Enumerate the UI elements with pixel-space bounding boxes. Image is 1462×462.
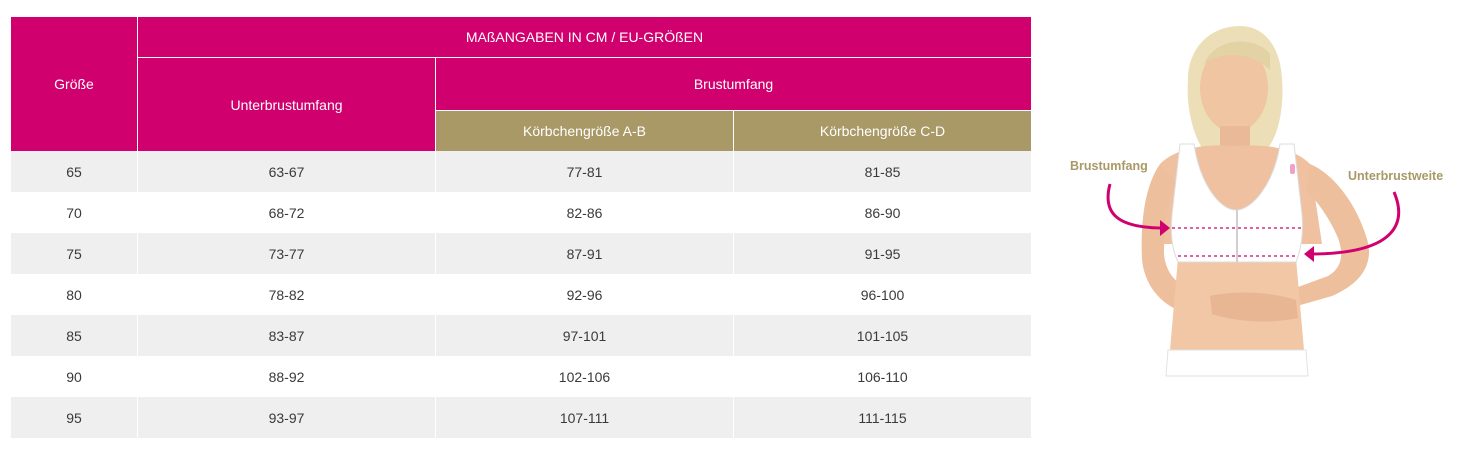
table-row: 80 78-82 92-96 96-100: [11, 274, 1031, 315]
hands-shape: [1210, 292, 1298, 322]
size-chart-table: Größe MAßANGABEN IN CM / EU-GRÖßEN Unter…: [11, 17, 1031, 438]
underbust-cell: 88-92: [137, 356, 435, 397]
cup-cd-cell: 101-105: [733, 315, 1031, 356]
table-row: 70 68-72 82-86 86-90: [11, 192, 1031, 233]
underbust-arrow: [1309, 191, 1401, 256]
left-arm-shape: [1141, 164, 1212, 314]
table-row: 75 73-77 87-91 91-95: [11, 233, 1031, 274]
cup-ab-cell: 82-86: [435, 192, 733, 233]
bust-arrow: [1106, 183, 1165, 230]
cup-cd-header: Körbchengröße C-D: [733, 110, 1031, 151]
right-arm-shape: [1290, 164, 1369, 308]
cup-cd-cell: 91-95: [733, 233, 1031, 274]
bust-arrow-head: [1160, 220, 1170, 236]
cup-ab-cell: 77-81: [435, 151, 733, 192]
table-row: 65 63-67 77-81 81-85: [11, 151, 1031, 192]
underbust-cell: 83-87: [137, 315, 435, 356]
size-cell: 85: [11, 315, 137, 356]
underbust-cell: 63-67: [137, 151, 435, 192]
briefs-shape: [1165, 349, 1309, 377]
size-cell: 70: [11, 192, 137, 233]
underbust-header: Unterbrustumfang: [137, 57, 435, 151]
size-cell: 95: [11, 397, 137, 438]
underbust-arrow-head: [1304, 246, 1314, 262]
size-cell: 65: [11, 151, 137, 192]
measurement-illustration: Brustumfang Unterbrustweite: [1070, 26, 1443, 377]
size-header: Größe: [11, 17, 137, 151]
cup-cd-cell: 86-90: [733, 192, 1031, 233]
cup-cd-cell: 81-85: [733, 151, 1031, 192]
cup-cd-cell: 96-100: [733, 274, 1031, 315]
bra-logo: [1290, 164, 1295, 174]
underbust-cell: 93-97: [137, 397, 435, 438]
cup-ab-cell: 92-96: [435, 274, 733, 315]
size-cell: 80: [11, 274, 137, 315]
bust-header: Brustumfang: [435, 57, 1031, 110]
size-cell: 75: [11, 233, 137, 274]
cup-ab-cell: 102-106: [435, 356, 733, 397]
table-row: 85 83-87 97-101 101-105: [11, 315, 1031, 356]
cup-ab-header: Körbchengröße A-B: [435, 110, 733, 151]
bust-callout-label: Brustumfang: [1070, 159, 1148, 173]
measurements-group-header: MAßANGABEN IN CM / EU-GRÖßEN: [137, 17, 1031, 57]
size-cell: 90: [11, 356, 137, 397]
underbust-callout-label: Unterbrustweite: [1348, 169, 1443, 183]
underbust-cell: 73-77: [137, 233, 435, 274]
cup-ab-cell: 107-111: [435, 397, 733, 438]
cup-cd-cell: 111-115: [733, 397, 1031, 438]
underbust-cell: 78-82: [137, 274, 435, 315]
bra-shape: [1170, 143, 1303, 263]
face-shape: [1200, 44, 1268, 132]
cup-ab-cell: 87-91: [435, 233, 733, 274]
cup-ab-cell: 97-101: [435, 315, 733, 356]
table-row: 95 93-97 107-111 111-115: [11, 397, 1031, 438]
underbust-cell: 68-72: [137, 192, 435, 233]
cup-cd-cell: 106-110: [733, 356, 1031, 397]
table-row: 90 88-92 102-106 106-110: [11, 356, 1031, 397]
